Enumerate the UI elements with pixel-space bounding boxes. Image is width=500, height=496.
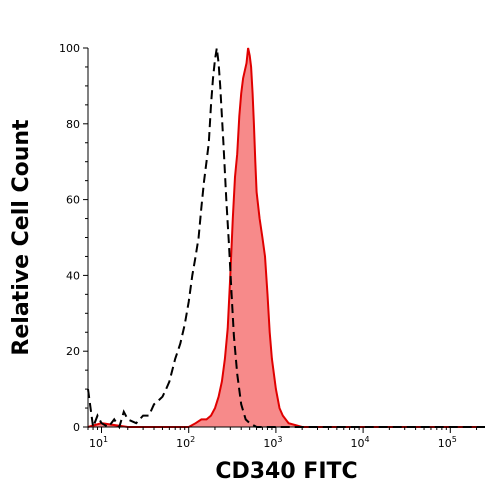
x-tick-exponent: 4 bbox=[365, 435, 370, 444]
y-tick-label: 40 bbox=[66, 269, 80, 282]
x-tick-base: 10 bbox=[176, 437, 190, 450]
y-tick-label: 80 bbox=[66, 118, 80, 131]
x-tick-label: 101 bbox=[89, 435, 108, 450]
stained-histogram-fill bbox=[88, 48, 485, 427]
x-tick-label: 104 bbox=[351, 435, 370, 450]
x-axis-ticks: 101 102 103 104 105 bbox=[87, 427, 478, 450]
x-tick-base: 10 bbox=[438, 437, 452, 450]
y-axis-title: Relative Cell Count bbox=[9, 119, 34, 356]
plot-area bbox=[87, 47, 485, 430]
x-tick-base: 10 bbox=[351, 437, 365, 450]
y-tick-label: 0 bbox=[73, 421, 80, 434]
y-axis-ticks: 0 20 40 60 80 100 bbox=[59, 42, 88, 434]
x-tick-exponent: 1 bbox=[103, 435, 108, 444]
x-tick-exponent: 3 bbox=[277, 435, 282, 444]
x-tick-exponent: 5 bbox=[452, 435, 457, 444]
x-axis-title: CD340 FITC bbox=[215, 459, 357, 484]
x-tick-label: 105 bbox=[438, 435, 457, 450]
x-tick-label: 102 bbox=[176, 435, 195, 450]
x-tick-label: 103 bbox=[263, 435, 282, 450]
control-histogram-line bbox=[87, 47, 485, 430]
x-tick-base: 10 bbox=[89, 437, 103, 450]
x-tick-exponent: 2 bbox=[190, 435, 195, 444]
y-tick-label: 20 bbox=[66, 345, 80, 358]
y-tick-label: 60 bbox=[66, 194, 80, 207]
y-tick-label: 100 bbox=[59, 42, 80, 55]
stained-histogram-line bbox=[87, 47, 485, 428]
x-tick-base: 10 bbox=[263, 437, 277, 450]
